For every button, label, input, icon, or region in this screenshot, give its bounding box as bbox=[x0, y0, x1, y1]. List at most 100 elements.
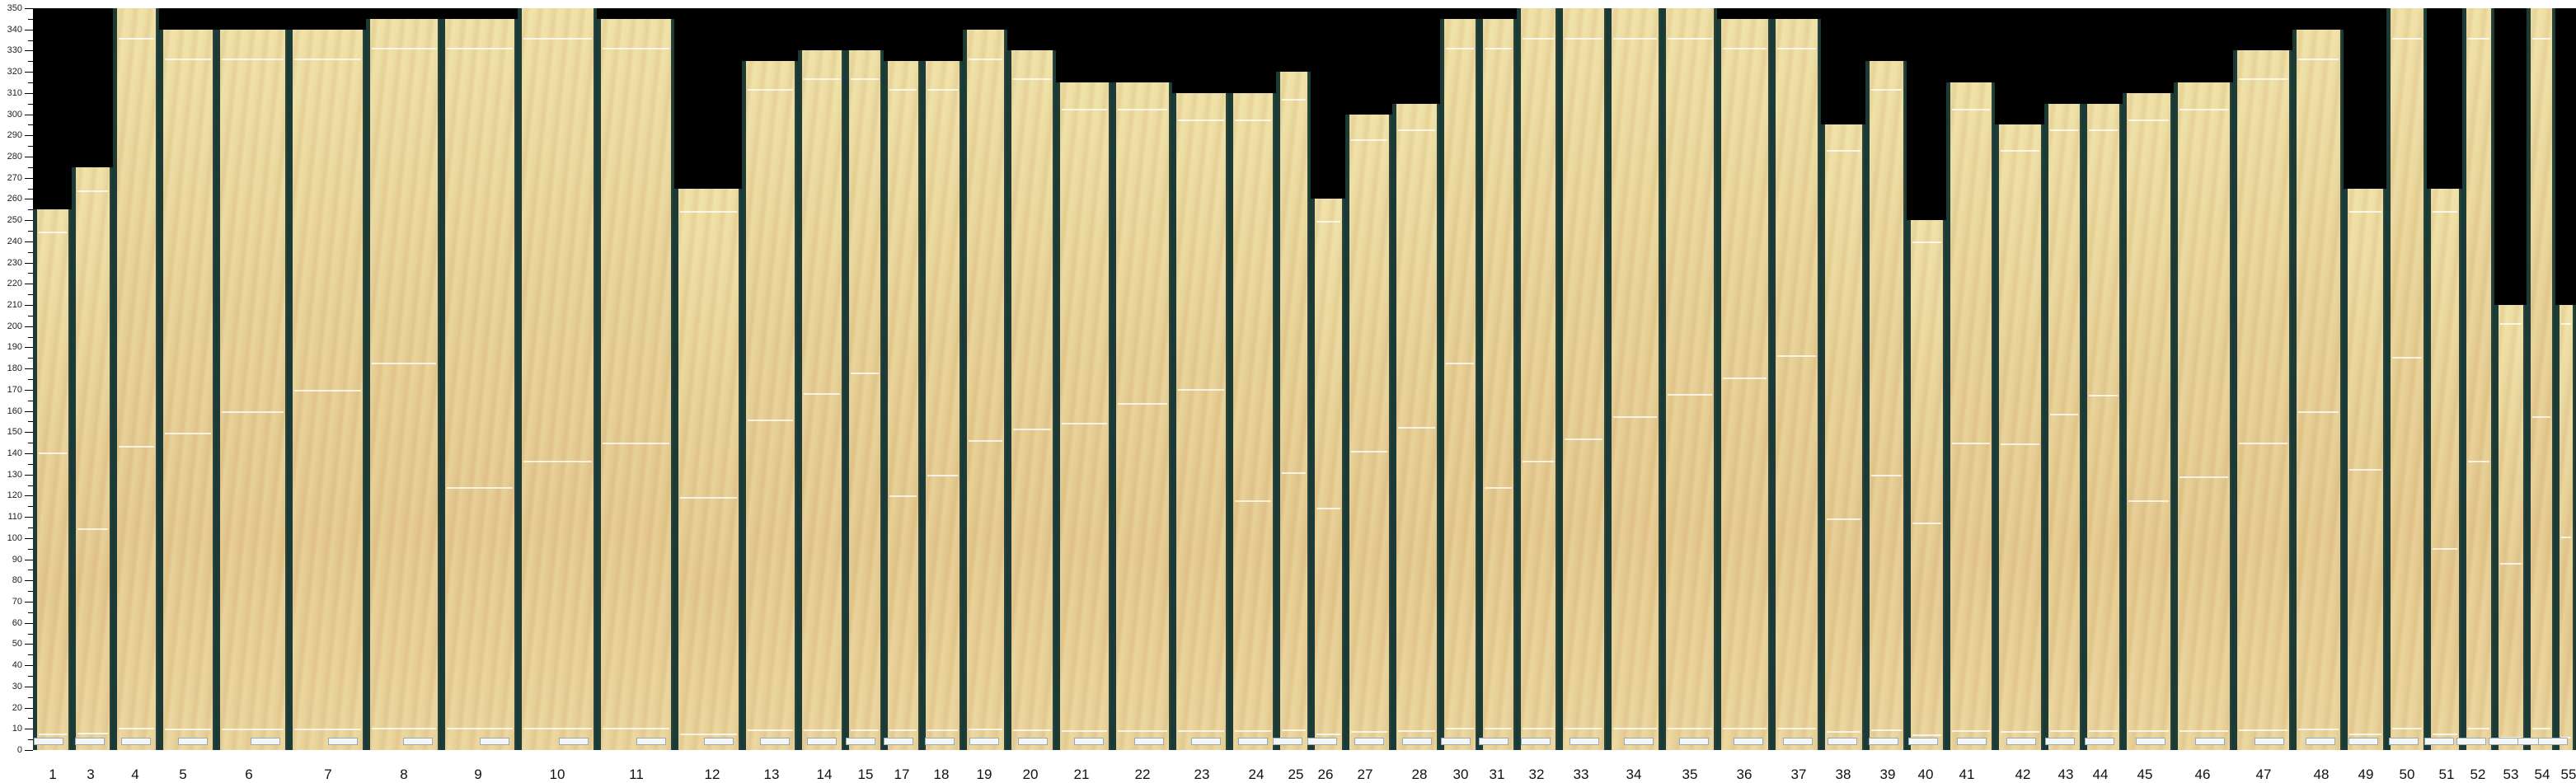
veneer-board bbox=[2456, 8, 2493, 750]
board-number: 26 bbox=[1317, 767, 1334, 782]
ruler-tick bbox=[28, 421, 33, 423]
board-number: 24 bbox=[1248, 767, 1265, 782]
veneer-board bbox=[1231, 92, 1274, 750]
barcode-sticker bbox=[2489, 738, 2518, 745]
ruler-label: 140 bbox=[7, 448, 22, 458]
ruler-label: 220 bbox=[7, 279, 22, 289]
veneer-board bbox=[443, 18, 516, 750]
measure-line bbox=[372, 362, 436, 364]
ruler-tick bbox=[25, 474, 33, 476]
ruler-label: 120 bbox=[7, 490, 22, 501]
measure-line bbox=[1871, 729, 1902, 731]
measure-line bbox=[1062, 423, 1107, 425]
measure-line bbox=[927, 88, 958, 91]
ruler-label: 210 bbox=[7, 300, 22, 310]
barcode-sticker bbox=[2456, 738, 2486, 745]
board-number: 9 bbox=[474, 767, 482, 782]
measure-line bbox=[1178, 730, 1224, 733]
veneer-board bbox=[1663, 8, 1715, 750]
measure-line bbox=[1827, 518, 1860, 521]
measure-line bbox=[165, 433, 211, 435]
veneer-board bbox=[1560, 8, 1606, 750]
barcode-sticker bbox=[1134, 738, 1164, 745]
veneer-board bbox=[1009, 50, 1054, 750]
measure-line bbox=[2239, 729, 2287, 731]
barcode-sticker bbox=[480, 738, 509, 745]
measure-line bbox=[1912, 522, 1941, 524]
measure-line bbox=[447, 48, 513, 50]
measure-line bbox=[804, 393, 840, 396]
measure-line bbox=[1912, 241, 1941, 243]
measure-line bbox=[889, 729, 917, 731]
barcode-sticker bbox=[1074, 738, 1104, 745]
board-number: 8 bbox=[400, 767, 408, 782]
veneer-board bbox=[2294, 29, 2342, 750]
veneer-board bbox=[290, 29, 364, 750]
measure-line bbox=[1952, 109, 1990, 111]
veneer-board bbox=[2345, 188, 2385, 750]
ruler-label: 110 bbox=[7, 512, 22, 523]
measure-line bbox=[1668, 38, 1712, 40]
veneer-board bbox=[676, 188, 740, 750]
ruler-tick bbox=[25, 622, 33, 624]
measure-line bbox=[2089, 129, 2118, 132]
ruler-tick bbox=[28, 82, 33, 83]
measure-line bbox=[927, 474, 958, 476]
ruler-tick bbox=[28, 379, 33, 380]
measure-line bbox=[1351, 730, 1387, 733]
board-number: 55 bbox=[2560, 767, 2576, 782]
ruler-tick bbox=[28, 696, 33, 698]
board-number: 22 bbox=[1134, 767, 1151, 782]
veneer-board bbox=[1347, 114, 1391, 750]
measure-line bbox=[1668, 728, 1712, 729]
measure-line bbox=[1062, 109, 1107, 111]
barcode-sticker bbox=[1734, 738, 1763, 745]
measure-line bbox=[447, 486, 513, 489]
ruler-tick bbox=[28, 61, 33, 63]
measure-line bbox=[2298, 728, 2339, 730]
barcode-sticker bbox=[121, 738, 151, 745]
barcode-sticker bbox=[760, 738, 790, 745]
measure-line bbox=[851, 729, 879, 731]
board-number: 13 bbox=[763, 767, 780, 782]
barcode-sticker bbox=[2136, 738, 2165, 745]
measure-line bbox=[2180, 109, 2228, 111]
ruler-tick bbox=[28, 591, 33, 593]
board-number: 4 bbox=[131, 767, 139, 782]
measure-line bbox=[889, 88, 917, 91]
measure-line bbox=[2532, 416, 2550, 418]
ruler-label: 340 bbox=[7, 24, 22, 35]
barcode-sticker bbox=[2424, 738, 2454, 745]
measure-line bbox=[2500, 736, 2522, 738]
board-number: 42 bbox=[2015, 767, 2031, 782]
measure-line bbox=[1723, 377, 1767, 379]
measure-line bbox=[680, 497, 737, 499]
measure-line bbox=[603, 48, 669, 50]
measure-line bbox=[1446, 362, 1474, 364]
measure-line bbox=[1723, 728, 1767, 730]
board-number: 52 bbox=[2470, 767, 2486, 782]
measure-line bbox=[523, 38, 592, 40]
ruler-tick bbox=[25, 453, 33, 454]
barcode-sticker bbox=[1828, 738, 1857, 745]
ruler-tick bbox=[25, 220, 33, 222]
board-number: 54 bbox=[2534, 767, 2550, 782]
measure-line bbox=[2001, 149, 2039, 152]
barcode-sticker bbox=[1402, 738, 1432, 745]
measure-line bbox=[77, 732, 108, 734]
ruler-label: 200 bbox=[7, 321, 22, 331]
ruler-tick bbox=[28, 654, 33, 656]
veneer-board bbox=[598, 18, 673, 750]
ruler-tick bbox=[25, 368, 33, 370]
measure-line bbox=[2468, 461, 2489, 462]
veneer-board bbox=[1867, 61, 1905, 750]
measure-line bbox=[1351, 139, 1387, 142]
measure-line bbox=[39, 231, 67, 233]
ruler-label: 90 bbox=[12, 554, 22, 565]
ruler-tick bbox=[25, 644, 33, 645]
ruler-tick bbox=[28, 612, 33, 613]
barcode-sticker bbox=[1018, 738, 1048, 745]
measure-line bbox=[119, 38, 154, 40]
measure-line bbox=[1871, 474, 1902, 476]
measure-line bbox=[889, 495, 917, 497]
